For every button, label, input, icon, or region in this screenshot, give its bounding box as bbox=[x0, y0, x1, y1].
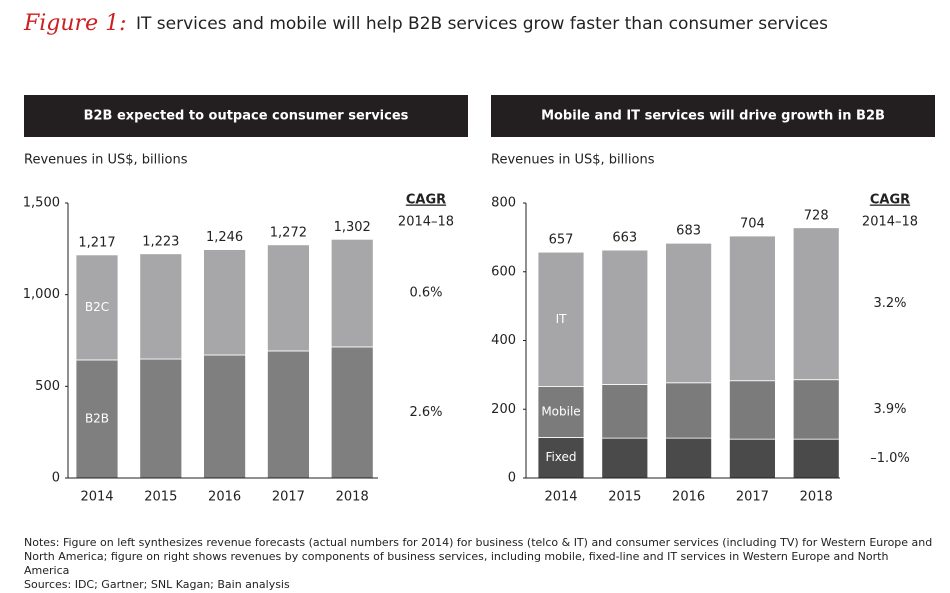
bar-segment bbox=[601, 249, 649, 385]
bar-segment bbox=[75, 359, 119, 479]
notes: Notes: Figure on left synthesizes revenu… bbox=[24, 536, 936, 592]
y-tick-label: 0 bbox=[52, 471, 60, 486]
cagr-title: CAGR bbox=[406, 193, 446, 208]
bar-segment bbox=[139, 358, 183, 479]
y-tick-label: 0 bbox=[508, 471, 516, 486]
x-tick-label: 2015 bbox=[608, 490, 641, 505]
total-label: 704 bbox=[740, 217, 765, 232]
bar-segment bbox=[266, 244, 310, 352]
total-label: 728 bbox=[804, 208, 829, 223]
y-tick-label: 600 bbox=[491, 264, 516, 279]
segment-label: Mobile bbox=[541, 405, 580, 419]
total-label: 1,272 bbox=[270, 225, 307, 240]
x-tick-label: 2014 bbox=[544, 490, 577, 505]
x-tick-label: 2018 bbox=[336, 490, 369, 505]
y-tick-label: 1,500 bbox=[23, 196, 60, 211]
bar-segment bbox=[792, 379, 840, 440]
segment-label: B2B bbox=[85, 411, 109, 425]
panel-header bbox=[24, 95, 468, 137]
notes-text: Notes: Figure on left synthesizes revenu… bbox=[24, 536, 933, 577]
y-axis-label: Revenues in US$, billions bbox=[491, 153, 655, 168]
bar-segment bbox=[139, 253, 183, 360]
y-tick-label: 400 bbox=[491, 333, 516, 348]
cagr-value: 0.6% bbox=[409, 286, 442, 301]
bar-segment bbox=[665, 382, 712, 439]
total-label: 1,302 bbox=[334, 220, 371, 235]
panel-title: Mobile and IT services will drive growth… bbox=[541, 109, 885, 124]
y-tick-label: 200 bbox=[491, 402, 516, 417]
bar-segment bbox=[601, 384, 649, 439]
x-tick-label: 2016 bbox=[672, 490, 705, 505]
segment-label: B2C bbox=[85, 300, 109, 314]
cagr-value: 3.9% bbox=[873, 402, 906, 417]
bar-segment bbox=[266, 350, 310, 479]
cagr-period: 2014–18 bbox=[862, 215, 918, 230]
bar-segment bbox=[665, 242, 712, 384]
cagr-value: –1.0% bbox=[870, 451, 910, 466]
segment-label: Fixed bbox=[545, 450, 576, 464]
y-tick-label: 500 bbox=[35, 379, 60, 394]
cagr-value: 3.2% bbox=[873, 296, 906, 311]
x-tick-label: 2014 bbox=[80, 490, 113, 505]
bar-segment bbox=[537, 251, 585, 387]
sources: Sources: IDC; Gartner; SNL Kagan; Bain a… bbox=[24, 578, 290, 591]
bar-segment bbox=[537, 386, 585, 438]
total-label: 657 bbox=[549, 233, 574, 248]
bar-segment bbox=[330, 346, 374, 479]
total-label: 1,223 bbox=[142, 234, 179, 249]
segment-label: IT bbox=[556, 312, 568, 326]
x-tick-label: 2015 bbox=[144, 490, 177, 505]
total-label: 1,217 bbox=[78, 235, 115, 250]
bar-segment bbox=[330, 238, 374, 348]
cagr-title: CAGR bbox=[870, 193, 910, 208]
x-tick-label: 2016 bbox=[208, 490, 241, 505]
bar-segment bbox=[729, 438, 776, 479]
panel-header bbox=[491, 95, 935, 137]
cagr-value: 2.6% bbox=[409, 405, 442, 420]
figure-label: Figure 1: bbox=[23, 11, 127, 36]
bar-segment bbox=[729, 235, 776, 382]
y-tick-label: 1,000 bbox=[23, 287, 60, 302]
total-label: 1,246 bbox=[206, 230, 243, 245]
bar-segment bbox=[729, 380, 776, 440]
x-tick-label: 2017 bbox=[272, 490, 305, 505]
bar-segment bbox=[665, 437, 712, 479]
y-axis-label: Revenues in US$, billions bbox=[24, 153, 188, 168]
x-tick-label: 2018 bbox=[800, 490, 833, 505]
x-tick-label: 2017 bbox=[736, 490, 769, 505]
bar-segment bbox=[75, 254, 119, 361]
bar-segment bbox=[203, 354, 247, 479]
bar-segment bbox=[792, 227, 840, 381]
total-label: 663 bbox=[612, 231, 637, 246]
panel-title: B2B expected to outpace consumer service… bbox=[84, 109, 409, 124]
cagr-period: 2014–18 bbox=[398, 215, 454, 230]
bar-segment bbox=[792, 438, 840, 479]
bar-segment bbox=[601, 437, 649, 479]
y-tick-label: 800 bbox=[491, 196, 516, 211]
figure-title: IT services and mobile will help B2B ser… bbox=[136, 14, 828, 34]
bar-segment bbox=[203, 249, 247, 356]
total-label: 683 bbox=[676, 224, 701, 239]
